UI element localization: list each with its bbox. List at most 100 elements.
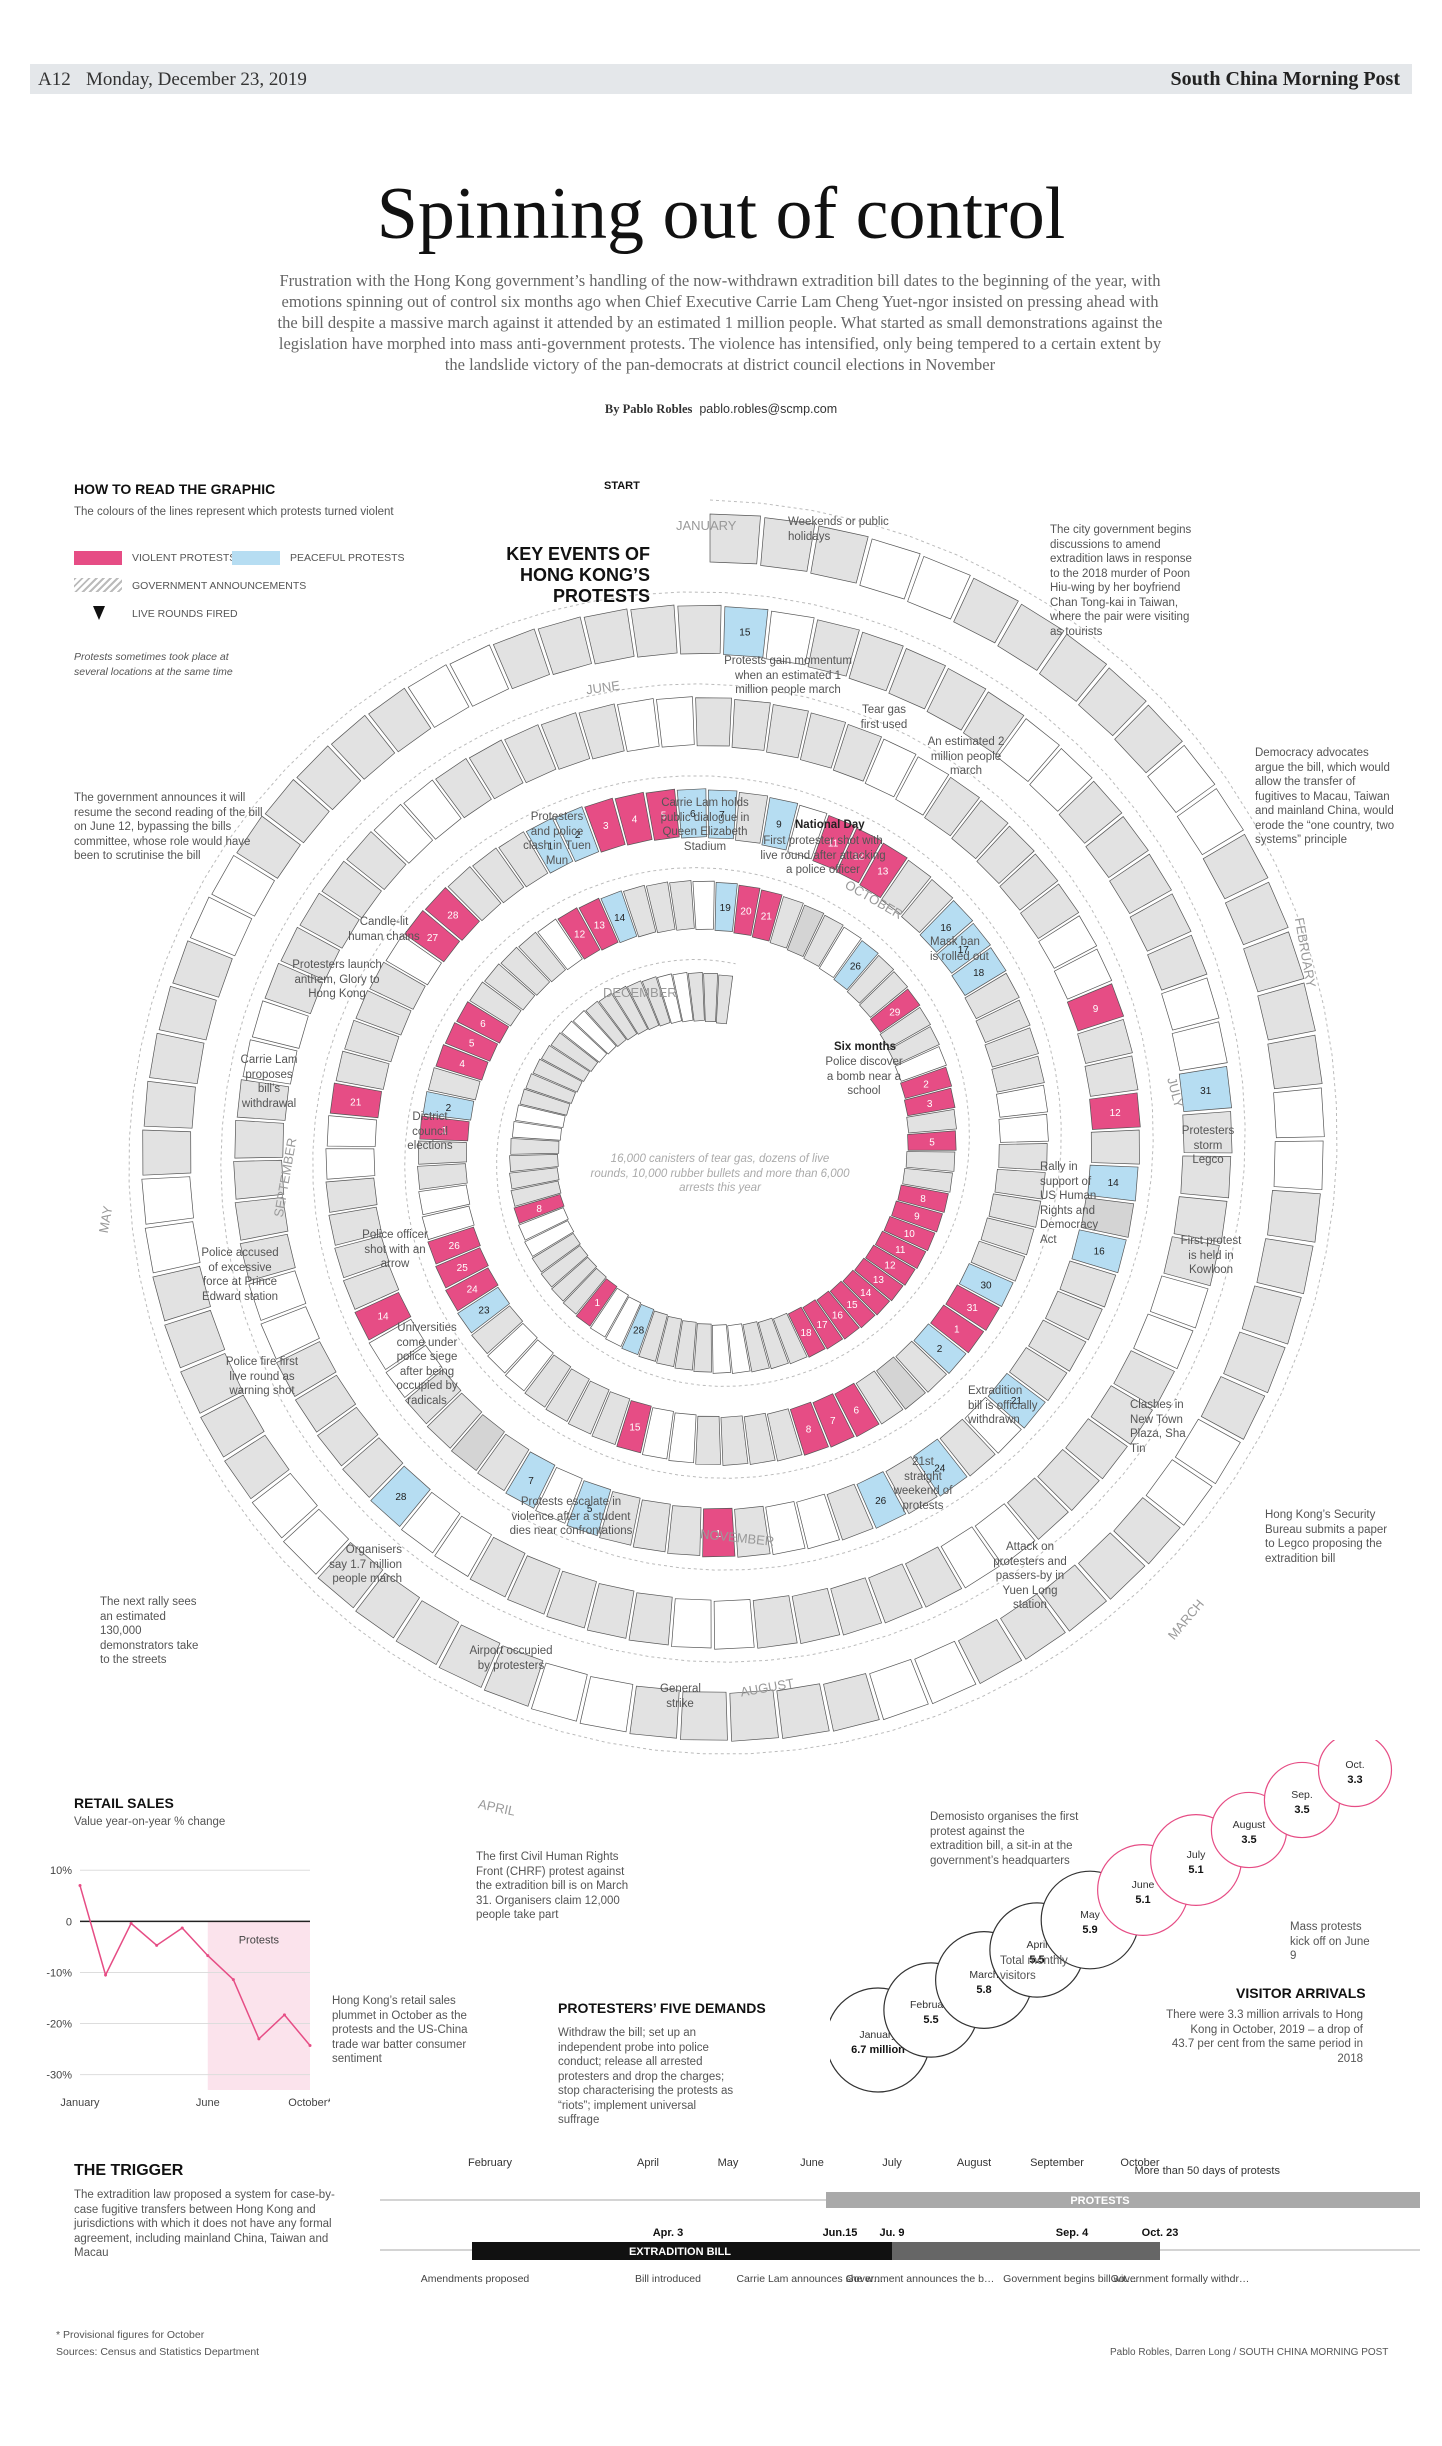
day-cell-day xyxy=(757,1317,789,1370)
day-cell-government xyxy=(450,1414,505,1472)
day-cell-day xyxy=(189,896,253,957)
day-cell-peaceful xyxy=(951,947,1007,996)
day-cell-day xyxy=(964,1396,1022,1454)
day-cell-day xyxy=(907,555,971,620)
day-cell-day xyxy=(657,973,683,1024)
day-cell-day xyxy=(1173,1196,1228,1243)
day-cell-day xyxy=(712,1324,732,1374)
legend-live-label: LIVE ROUNDS FIRED xyxy=(132,608,238,620)
day-cell-government xyxy=(1080,1197,1135,1238)
trigger-text: The extradition law proposed a system fo… xyxy=(74,2189,335,2259)
day-cell-day xyxy=(525,1073,576,1104)
day-label: 15 xyxy=(629,1423,641,1434)
day-cell-day xyxy=(765,610,815,666)
day-cell-day xyxy=(703,973,718,1022)
day-cell-day xyxy=(864,738,917,798)
day-cell-peaceful xyxy=(987,1372,1046,1429)
day-cell-day xyxy=(734,1505,771,1558)
day-label: 24 xyxy=(934,1463,946,1474)
day-cell-day xyxy=(355,1572,421,1639)
annotation-new-town-plaza: Clashes in New Town Plaza, Sha Tin xyxy=(1130,1399,1186,1455)
spiral-guide-line xyxy=(128,499,1338,1755)
day-cell-day xyxy=(716,974,734,1025)
day-cell-violent xyxy=(584,797,626,853)
day-label: 1 xyxy=(547,842,553,853)
day-label: 31 xyxy=(1200,1086,1212,1097)
day-label: 12 xyxy=(574,930,586,941)
day-cell-violent xyxy=(614,791,653,846)
day-cell-day xyxy=(674,1320,697,1371)
day-label: 20 xyxy=(740,906,752,917)
day-cell-day xyxy=(1176,788,1244,856)
day-label: 14 xyxy=(377,1312,389,1323)
day-cell-violent xyxy=(445,1267,499,1312)
day-label: 21 xyxy=(350,1097,362,1108)
day-cell-day xyxy=(731,699,771,751)
day-cell-peaceful xyxy=(913,1323,967,1374)
day-cell-day xyxy=(407,664,470,728)
day-cell-violent xyxy=(354,1291,412,1341)
trigger-month-label: February xyxy=(468,2157,513,2169)
day-cell-peaceful xyxy=(1087,1164,1139,1202)
day-cell-day xyxy=(727,1323,751,1374)
day-label: 21 xyxy=(761,912,773,923)
day-label: 8 xyxy=(536,1204,542,1215)
day-cell-peaceful xyxy=(600,890,638,944)
retail-x-tick: January xyxy=(60,2097,100,2109)
legend-violent-label: VIOLENT PROTESTS xyxy=(132,552,237,564)
retail-line xyxy=(79,1885,311,2047)
day-cell-violent xyxy=(842,1269,891,1316)
day-label: 13 xyxy=(877,867,889,878)
annotation-universities: Universities come under police siege aft… xyxy=(396,1322,458,1407)
day-cell-day xyxy=(1256,1238,1314,1295)
day-cell-day xyxy=(561,1020,608,1063)
day-cell-day xyxy=(766,704,809,759)
legend-peaceful-label: PEACEFUL PROTESTS xyxy=(290,552,405,564)
day-cell-day xyxy=(868,1563,923,1624)
day-cell-day xyxy=(299,892,360,949)
day-cell-day xyxy=(1040,1564,1108,1632)
day-cell-day xyxy=(346,831,407,890)
day-cell-day xyxy=(940,1526,1000,1589)
trigger-month-label: October xyxy=(1120,2157,1159,2169)
day-cell-day xyxy=(477,1433,530,1492)
day-cell-day xyxy=(586,1583,635,1639)
day-cell-day xyxy=(1113,1497,1181,1565)
annotation-1-7-million: Organisers say 1.7 million people march xyxy=(329,1544,402,1585)
day-label: 8 xyxy=(806,1425,812,1436)
day-cell-day xyxy=(404,1369,462,1425)
day-label: 7 xyxy=(719,810,725,821)
visitor-value-label: 3.5 xyxy=(1241,1834,1256,1846)
day-cell-violent xyxy=(836,827,883,884)
day-cell-day xyxy=(224,1434,290,1500)
day-cell-day xyxy=(752,1595,798,1649)
day-cell-peaceful xyxy=(1071,1229,1127,1274)
day-label: 17 xyxy=(816,1320,828,1331)
day-label: 5 xyxy=(469,1039,475,1050)
day-cell-day xyxy=(368,1318,426,1370)
day-cell-day xyxy=(605,1296,642,1348)
day-cell-day xyxy=(211,854,275,917)
spiral-guide-lines xyxy=(128,499,1338,1755)
day-cell-day xyxy=(510,1138,560,1155)
day-cell-day xyxy=(776,1683,830,1739)
day-cell-day xyxy=(1020,883,1080,940)
day-cell-peaceful xyxy=(761,797,799,851)
day-cell-day xyxy=(487,1322,538,1374)
retail-y-tick: 0 xyxy=(66,1916,72,1928)
day-cell-day xyxy=(962,691,1025,755)
day-cell-day xyxy=(589,1287,629,1338)
trigger-month-label: May xyxy=(718,2157,739,2169)
visitor-value-label: 5.1 xyxy=(1135,1894,1150,1906)
day-cell-day xyxy=(434,1515,493,1577)
spiral-key-title: KEY EVENTS OF HONG KONG’S PROTESTS xyxy=(506,544,650,606)
day-cell-day xyxy=(435,758,492,819)
visitor-value-label: 5.9 xyxy=(1082,1924,1097,1936)
day-cell-day xyxy=(400,1491,461,1554)
day-cell-day xyxy=(980,1217,1035,1256)
day-cell-day xyxy=(471,1305,524,1355)
day-cell-day xyxy=(713,1599,755,1650)
day-cell-day xyxy=(1223,1331,1286,1394)
